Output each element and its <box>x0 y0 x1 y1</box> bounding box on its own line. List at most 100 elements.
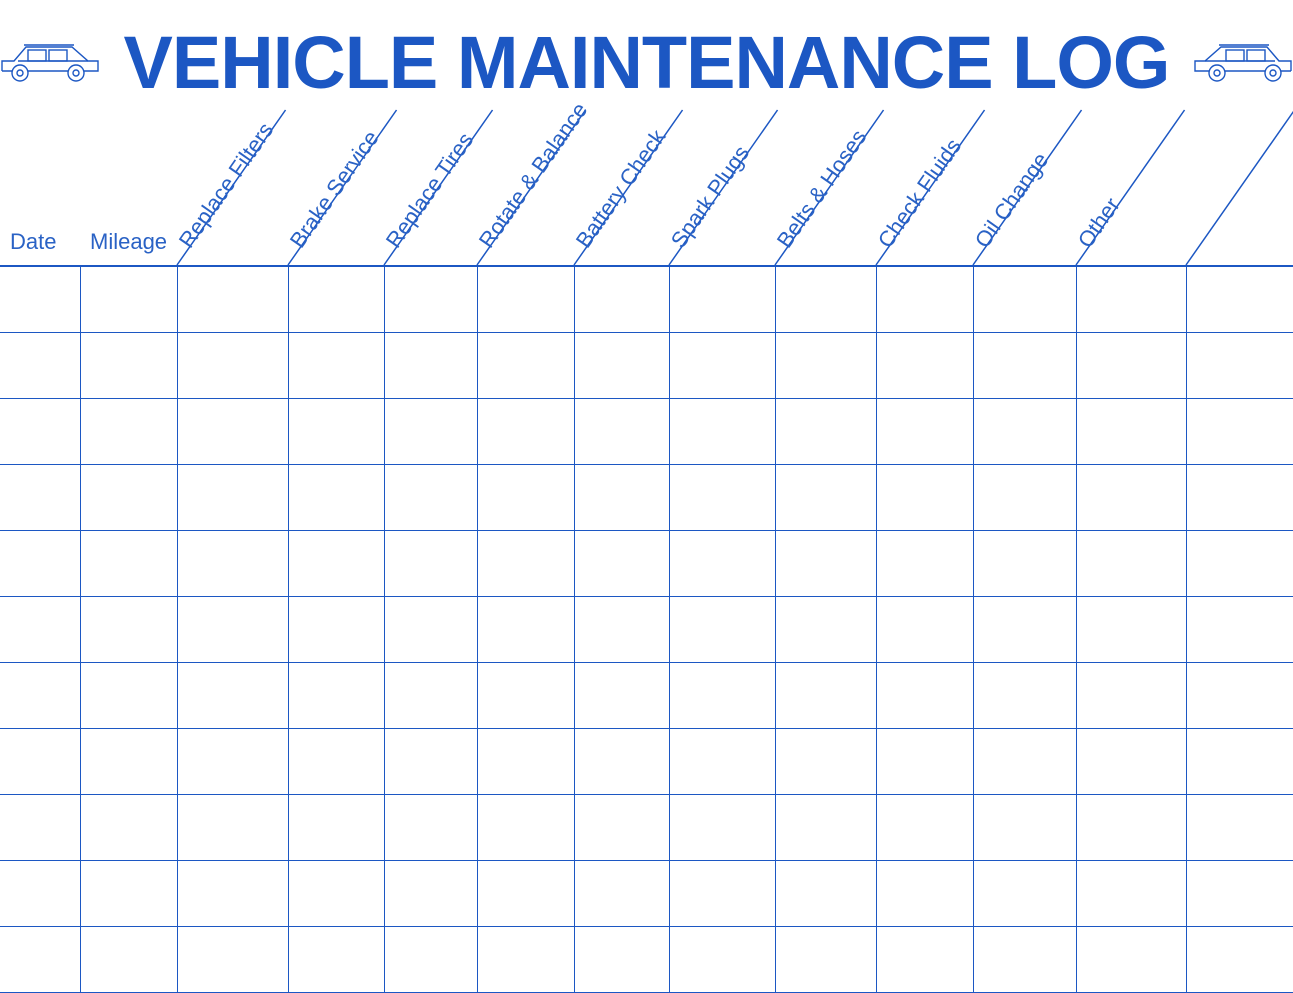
grid-cell[interactable] <box>177 596 288 662</box>
grid-cell[interactable] <box>80 860 177 926</box>
grid-cell[interactable] <box>1076 266 1186 332</box>
grid-cell[interactable] <box>973 662 1076 728</box>
grid-cell[interactable] <box>1186 860 1293 926</box>
grid-cell[interactable] <box>669 332 775 398</box>
grid-cell[interactable] <box>0 596 80 662</box>
grid-cell[interactable] <box>1076 860 1186 926</box>
grid-cell[interactable] <box>477 860 574 926</box>
grid-cell[interactable] <box>177 728 288 794</box>
grid-cell[interactable] <box>288 860 384 926</box>
grid-cell[interactable] <box>876 860 973 926</box>
grid-cell[interactable] <box>177 530 288 596</box>
grid-cell[interactable] <box>1186 464 1293 530</box>
grid-cell[interactable] <box>876 266 973 332</box>
grid-cell[interactable] <box>669 662 775 728</box>
grid-cell[interactable] <box>288 530 384 596</box>
grid-cell[interactable] <box>1076 332 1186 398</box>
grid-cell[interactable] <box>1076 662 1186 728</box>
grid-cell[interactable] <box>80 662 177 728</box>
grid-cell[interactable] <box>477 662 574 728</box>
grid-cell[interactable] <box>775 398 876 464</box>
grid-cell[interactable] <box>477 728 574 794</box>
grid-cell[interactable] <box>288 794 384 860</box>
grid-cell[interactable] <box>177 860 288 926</box>
grid-cell[interactable] <box>574 860 669 926</box>
grid-cell[interactable] <box>775 464 876 530</box>
grid-cell[interactable] <box>876 530 973 596</box>
grid-cell[interactable] <box>0 266 80 332</box>
grid-cell[interactable] <box>0 662 80 728</box>
grid-cell[interactable] <box>973 530 1076 596</box>
grid-cell[interactable] <box>876 728 973 794</box>
grid-cell[interactable] <box>80 266 177 332</box>
grid-cell[interactable] <box>574 464 669 530</box>
grid-cell[interactable] <box>1076 596 1186 662</box>
grid-cell[interactable] <box>477 794 574 860</box>
grid-cell[interactable] <box>177 332 288 398</box>
grid-cell[interactable] <box>775 860 876 926</box>
grid-cell[interactable] <box>288 464 384 530</box>
grid-cell[interactable] <box>1186 530 1293 596</box>
grid-cell[interactable] <box>1076 530 1186 596</box>
grid-cell[interactable] <box>876 794 973 860</box>
grid-cell[interactable] <box>973 728 1076 794</box>
grid-cell[interactable] <box>80 728 177 794</box>
grid-cell[interactable] <box>876 596 973 662</box>
grid-cell[interactable] <box>477 266 574 332</box>
grid-cell[interactable] <box>384 728 477 794</box>
grid-cell[interactable] <box>384 794 477 860</box>
grid-cell[interactable] <box>1186 728 1293 794</box>
grid-cell[interactable] <box>0 794 80 860</box>
grid-cell[interactable] <box>775 662 876 728</box>
grid-cell[interactable] <box>973 860 1076 926</box>
grid-cell[interactable] <box>288 662 384 728</box>
grid-cell[interactable] <box>1186 596 1293 662</box>
grid-cell[interactable] <box>80 794 177 860</box>
grid-cell[interactable] <box>1076 398 1186 464</box>
grid-cell[interactable] <box>177 794 288 860</box>
grid-cell[interactable] <box>1186 266 1293 332</box>
grid-cell[interactable] <box>1076 464 1186 530</box>
grid-cell[interactable] <box>477 530 574 596</box>
grid-cell[interactable] <box>477 398 574 464</box>
grid-cell[interactable] <box>0 728 80 794</box>
grid-cell[interactable] <box>177 926 288 992</box>
grid-cell[interactable] <box>0 530 80 596</box>
grid-cell[interactable] <box>477 464 574 530</box>
grid-cell[interactable] <box>177 662 288 728</box>
grid-cell[interactable] <box>669 464 775 530</box>
grid-cell[interactable] <box>288 332 384 398</box>
grid-cell[interactable] <box>574 398 669 464</box>
grid-cell[interactable] <box>669 398 775 464</box>
grid-cell[interactable] <box>973 464 1076 530</box>
grid-cell[interactable] <box>80 530 177 596</box>
grid-cell[interactable] <box>1076 728 1186 794</box>
grid-cell[interactable] <box>80 332 177 398</box>
grid-cell[interactable] <box>876 332 973 398</box>
grid-cell[interactable] <box>669 794 775 860</box>
grid-cell[interactable] <box>1076 926 1186 992</box>
grid-cell[interactable] <box>574 794 669 860</box>
grid-cell[interactable] <box>669 530 775 596</box>
grid-cell[interactable] <box>477 596 574 662</box>
grid-cell[interactable] <box>669 728 775 794</box>
grid-cell[interactable] <box>384 662 477 728</box>
grid-cell[interactable] <box>80 464 177 530</box>
grid-cell[interactable] <box>0 332 80 398</box>
grid-cell[interactable] <box>177 464 288 530</box>
grid-cell[interactable] <box>973 332 1076 398</box>
grid-cell[interactable] <box>669 860 775 926</box>
grid-cell[interactable] <box>1186 794 1293 860</box>
grid-cell[interactable] <box>775 926 876 992</box>
grid-cell[interactable] <box>973 794 1076 860</box>
grid-cell[interactable] <box>288 266 384 332</box>
grid-cell[interactable] <box>775 728 876 794</box>
grid-cell[interactable] <box>384 860 477 926</box>
grid-cell[interactable] <box>0 926 80 992</box>
grid-cell[interactable] <box>177 266 288 332</box>
grid-cell[interactable] <box>477 926 574 992</box>
grid-cell[interactable] <box>384 926 477 992</box>
grid-cell[interactable] <box>574 530 669 596</box>
grid-cell[interactable] <box>1186 926 1293 992</box>
grid-cell[interactable] <box>80 596 177 662</box>
